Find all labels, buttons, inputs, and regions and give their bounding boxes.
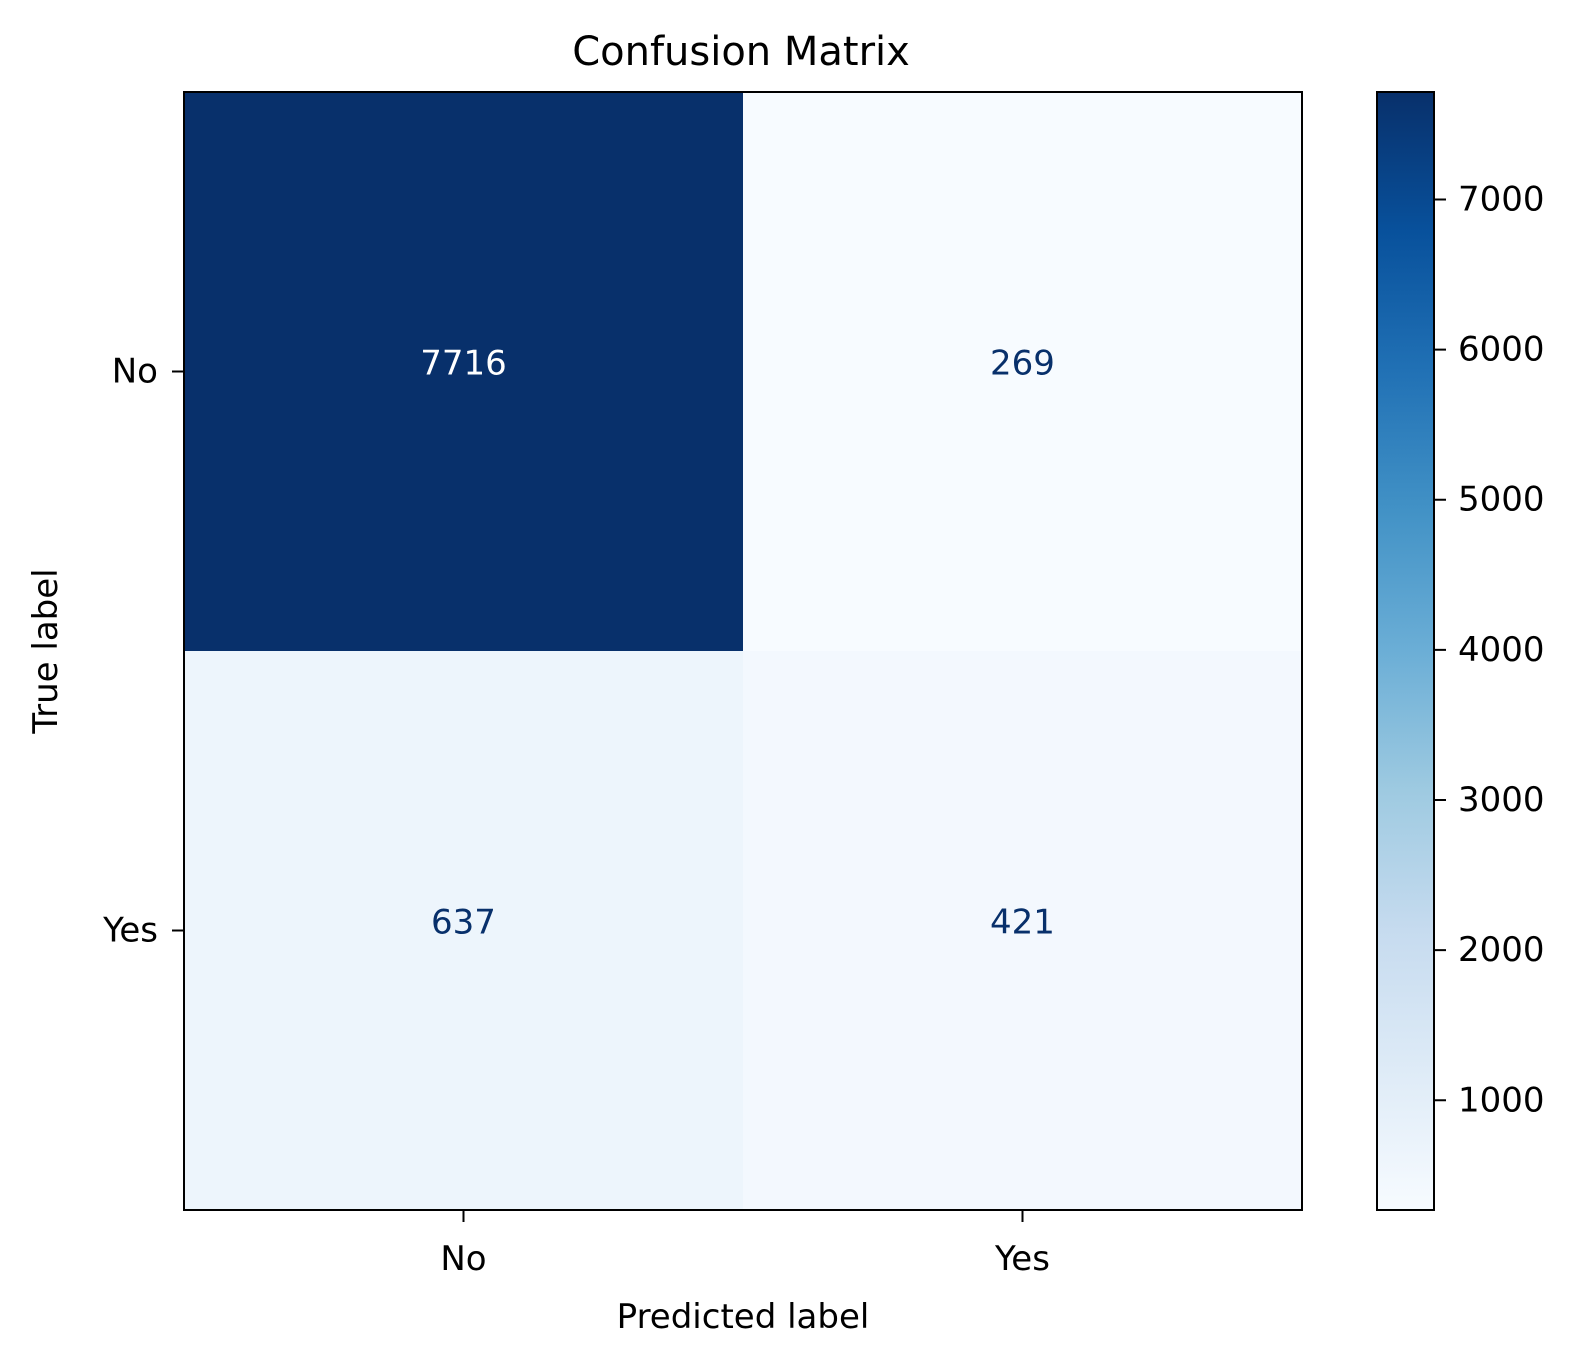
colorbar [1376,91,1435,1211]
colorbar-tick-label: 6000 [1458,330,1545,370]
cell-value-label: 7716 [420,344,507,384]
cell-value-label: 421 [990,903,1055,943]
colorbar-tick-label: 1000 [1458,1080,1545,1120]
colorbar-tick-label: 3000 [1458,780,1545,820]
colorbar-tick-label: 5000 [1458,480,1545,520]
matrix-cells [184,92,1303,1211]
cell-value-label: 269 [990,344,1055,384]
colorbar-tick-label: 7000 [1458,179,1545,219]
x-tick-label: Yes [994,1239,1050,1279]
colorbar-tick-label: 2000 [1458,930,1545,970]
cell-value-label: 637 [431,903,496,943]
plot-frame [183,91,1303,1211]
chart-title: Confusion Matrix [572,29,910,75]
x-axis-label: Predicted label [617,1297,870,1337]
y-tick-label: Yes [102,911,158,951]
x-axis-ticks: No Yes [440,1210,1050,1279]
y-axis-label: True label [26,568,66,734]
matrix-cell [184,92,744,652]
matrix-cell [184,651,744,1211]
y-axis-ticks: No Yes [102,352,184,951]
matrix-cell [743,651,1303,1211]
matrix-cell-labels: 7716 269 637 421 [420,344,1055,943]
matrix-cell [743,92,1303,652]
colorbar-tick-label: 4000 [1458,630,1545,670]
x-tick-label: No [440,1239,486,1279]
y-tick-label: No [112,352,158,392]
colorbar-ticks: 1000 2000 3000 4000 5000 6000 7000 [1434,179,1545,1120]
